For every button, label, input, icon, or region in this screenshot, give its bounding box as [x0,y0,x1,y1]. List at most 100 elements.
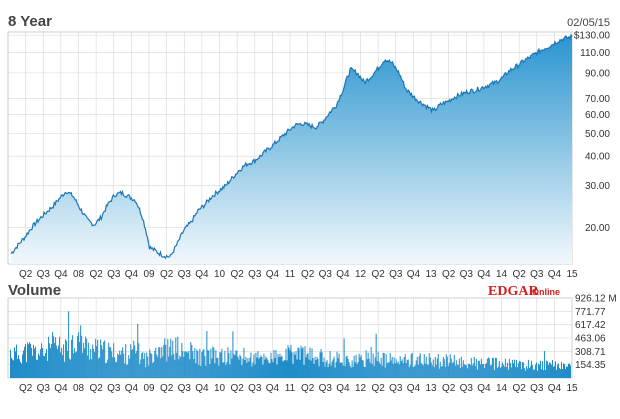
volume-bar [62,355,64,378]
volume-bar [519,361,521,378]
volume-bar [131,350,133,378]
volume-bar [18,355,20,378]
volume-bar [562,363,564,378]
volume-bar [515,359,517,378]
volume-bar [541,361,543,378]
volume-bar [167,339,169,378]
volume-bar [137,323,139,378]
volume-x-tick-7: 09 [143,383,155,394]
volume-bar [328,363,330,378]
volume-bar [386,363,388,378]
price-x-tick-20: Q2 [371,269,385,280]
volume-bar [470,358,472,378]
volume-bar [397,361,399,378]
volume-bar [557,363,559,378]
volume-bar [105,363,107,378]
volume-bar [451,363,453,378]
volume-bar [513,359,515,378]
volume-bar [136,350,138,378]
volume-bar [189,359,191,378]
volume-bar [489,365,491,378]
volume-bar [34,348,36,378]
price-y-tick-6: 40.00 [585,152,610,163]
price-y-tick-7: 30.00 [585,181,610,192]
volume-x-axis: Q2 Q3 Q4 08 Q2 Q3 Q4 09 Q2 Q3 Q4 10 Q2 Q3 Q4 11 Q2 Q3 Q4 12… [19,383,578,394]
volume-bar [178,359,180,378]
volume-bar [159,347,161,378]
price-x-tick-26: Q4 [477,269,491,280]
volume-bar [196,349,198,378]
volume-bar [524,370,526,378]
volume-bar [388,362,390,378]
volume-bar [222,362,224,378]
volume-bar [256,357,258,378]
volume-bar [447,366,449,378]
volume-bar [368,358,370,378]
volume-bar [89,359,91,378]
volume-bar [242,358,244,378]
volume-bar [205,365,207,378]
volume-bar [135,353,137,378]
volume-bar [333,356,335,378]
volume-bar [275,350,277,378]
volume-bar [305,357,307,378]
volume-bar [289,350,291,378]
volume-bar [216,358,218,378]
volume-bar [192,351,194,378]
volume-bar [21,363,23,378]
volume-bar [527,359,529,378]
volume-bar [51,343,53,378]
price-y-tick-2: 90.00 [585,68,610,79]
volume-bar [98,358,100,378]
volume-bar [67,350,69,378]
volume-bar [528,368,530,378]
price-x-tick-11: 10 [214,269,226,280]
volume-bar [12,359,13,378]
volume-x-tick-30: Q4 [548,383,562,394]
volume-bar [169,346,171,378]
volume-bar [266,358,268,378]
volume-bar [512,363,514,378]
price-y-tick-1: 110.00 [580,48,610,59]
volume-bar [130,344,132,378]
volume-y-tick-2: 617.42 [575,320,606,331]
edgar-online-logo: EDGAR Online [488,284,560,299]
volume-bar [80,325,82,378]
volume-bar [35,346,37,378]
volume-bar [548,362,550,378]
volume-bar [94,352,96,378]
volume-bar [149,349,151,378]
volume-bar [252,362,254,378]
volume-bar [180,356,182,378]
volume-bar [120,354,122,378]
volume-bar [301,348,303,378]
price-y-tick-0: $130.00 [574,31,611,42]
volume-bar [13,360,15,378]
volume-bar [78,332,80,378]
price-x-tick-18: Q4 [336,269,350,280]
volume-bar [438,368,440,378]
volume-bar [409,365,411,378]
volume-bar [176,352,178,378]
volume-bar [436,358,438,378]
volume-bar [304,346,306,378]
volume-bar [404,354,406,378]
volume-x-tick-5: Q3 [107,383,121,394]
volume-bar [361,359,363,378]
volume-bar [298,348,300,378]
volume-bar [360,355,362,378]
price-x-tick-28: Q2 [512,269,526,280]
volume-bar [501,362,503,378]
volume-bar [405,363,407,378]
volume-bar [347,358,349,378]
volume-bar [334,367,336,378]
volume-bar [88,342,90,378]
volume-bar [421,364,423,378]
price-line [10,33,573,260]
volume-bar [496,368,498,378]
volume-bar [144,352,146,378]
volume-bar [77,335,79,378]
volume-bar [565,366,567,378]
volume-bar [174,359,176,378]
volume-bar [96,346,98,378]
